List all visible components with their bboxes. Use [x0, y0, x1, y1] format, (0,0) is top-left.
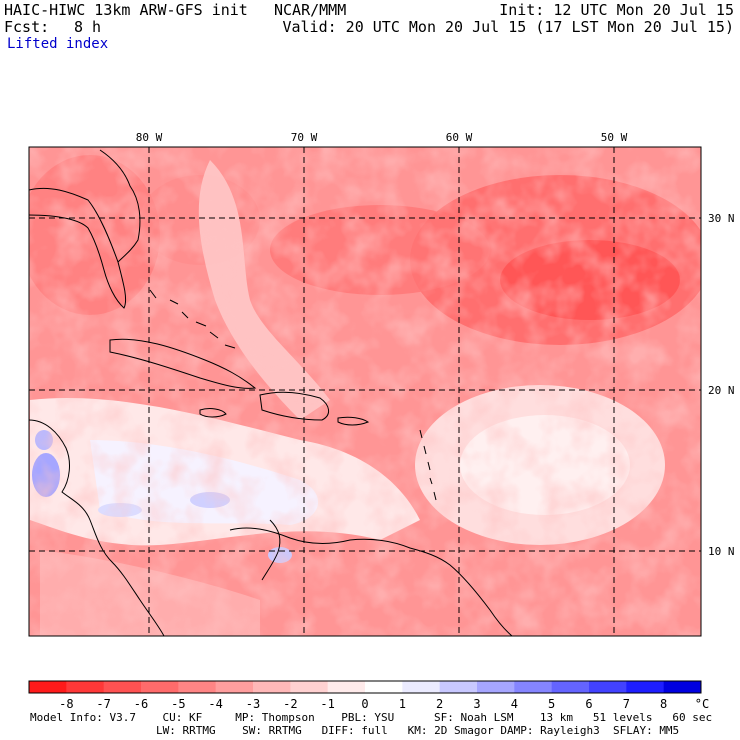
- lon-label-80w: 80 W: [136, 131, 163, 144]
- colorbar-swatch: [178, 681, 217, 693]
- lon-label-70w: 70 W: [291, 131, 318, 144]
- colorbar-tick-label: 4: [510, 697, 518, 711]
- colorbar-swatch: [215, 681, 254, 693]
- colorbar-swatch: [402, 681, 441, 693]
- lat-label-20n: 20 N: [708, 384, 735, 397]
- colorbar-swatch: [589, 681, 627, 693]
- valid-time: Valid: 20 UTC Mon 20 Jul 15 (17 LST Mon …: [282, 18, 734, 36]
- init-time: Init: 12 UTC Mon 20 Jul 15: [499, 1, 734, 19]
- colorbar-tick-label: 0: [361, 697, 369, 711]
- model-info-line1: Model Info: V3.7 CU: KF MP: Thompson PBL…: [30, 711, 713, 724]
- colorbar-swatch: [365, 681, 403, 693]
- colorbar-tick-label: -5: [171, 697, 186, 711]
- coastlines: [29, 149, 513, 636]
- lon-label-50w: 50 W: [601, 131, 628, 144]
- lat-label-10n: 10 N: [708, 545, 735, 558]
- field-name: Lifted index: [7, 36, 109, 52]
- lat-label-30n: 30 N: [708, 212, 735, 225]
- colorbar-swatch: [663, 681, 702, 693]
- colorbar-tick-label: -3: [245, 697, 261, 711]
- fcst-value: 8 h: [74, 18, 102, 36]
- fcst-label: Fcst:: [4, 18, 50, 36]
- map-frame: [28, 146, 702, 637]
- colorbar-tick-label: 3: [473, 697, 481, 711]
- colorbar-swatch: [514, 681, 553, 693]
- colorbar-tick-label: -2: [283, 697, 298, 711]
- colorbar-tick-label: -1: [320, 697, 335, 711]
- colorbar-tick-label: 7: [622, 697, 630, 711]
- colorbar-swatch: [103, 681, 142, 693]
- colorbar-tick-label: 1: [398, 697, 406, 711]
- colorbar-swatch: [477, 681, 515, 693]
- colorbar-unit: °C: [694, 697, 710, 711]
- colorbar-tick-label: -8: [59, 697, 74, 711]
- colorbar-swatch: [253, 681, 291, 693]
- model-title: HAIC-HIWC 13km ARW-GFS init: [4, 1, 248, 19]
- lon-label-60w: 60 W: [446, 131, 473, 144]
- latlon-grid: [29, 147, 701, 636]
- colorbar-tick-label: 2: [436, 697, 444, 711]
- colorbar-swatch: [439, 681, 478, 693]
- colorbar: [28, 680, 702, 694]
- org-label: NCAR/MMM: [274, 1, 347, 19]
- colorbar-swatch: [66, 681, 105, 693]
- map-field: [29, 147, 701, 636]
- colorbar-swatch: [327, 681, 366, 693]
- colorbar-swatch: [626, 681, 665, 693]
- colorbar-tick-label: 5: [548, 697, 556, 711]
- colorbar-frame: [28, 680, 702, 694]
- colorbar-tick-label: 8: [660, 697, 668, 711]
- colorbar-tick-label: -7: [96, 697, 111, 711]
- model-info-line2: LW: RRTMG SW: RRTMG DIFF: full KM: 2D Sm…: [156, 724, 680, 737]
- colorbar-swatch: [551, 681, 590, 693]
- colorbar-swatch: [29, 681, 67, 693]
- colorbar-swatch: [290, 681, 329, 693]
- colorbar-swatch: [141, 681, 179, 693]
- colorbar-tick-label: -6: [133, 697, 149, 711]
- colorbar-tick-label: -4: [208, 697, 223, 711]
- colorbar-tick-label: 6: [585, 697, 593, 711]
